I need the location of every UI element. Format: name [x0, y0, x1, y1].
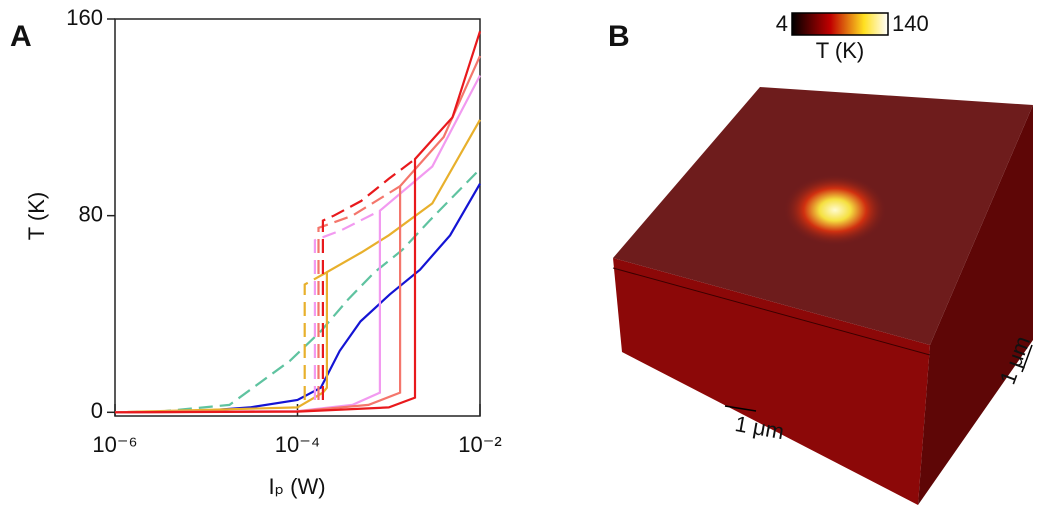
colorbar-title: T (K): [816, 38, 864, 63]
panel-label: B: [608, 20, 630, 53]
y-tick-label: 80: [79, 201, 103, 226]
series-line: [313, 209, 381, 400]
block-front: [613, 258, 930, 505]
scale-bar: [1021, 344, 1033, 373]
series-line: [317, 185, 401, 400]
hot-spot: [783, 174, 887, 246]
block-side: [918, 105, 1033, 505]
panel-b: B 4 140 T (K) 1 μm 1 μm: [608, 11, 1035, 505]
series-line: [114, 74, 481, 414]
series-line: [114, 183, 481, 414]
series-line: [321, 158, 416, 400]
plot-frame: [114, 18, 481, 417]
colorbar-min: 4: [776, 11, 788, 36]
colorbar-max: 140: [892, 11, 929, 36]
y-tick-label: 0: [91, 398, 103, 423]
scale-bar: [724, 405, 757, 412]
x-tick-label: 10⁻²: [458, 432, 501, 457]
series-line: [114, 119, 481, 414]
series-line: [114, 168, 481, 414]
y-tick-label: 160: [66, 5, 103, 30]
y-axis-label: T (K): [24, 192, 49, 240]
panel-label: A: [10, 20, 32, 53]
colorbar: [791, 12, 889, 36]
x-tick-label: 10⁻⁶: [92, 432, 137, 457]
x-axis-label: Iₚ (W): [268, 474, 325, 499]
series-line: [303, 271, 328, 400]
series-line: [114, 55, 482, 414]
layer-line: [612, 267, 931, 356]
series-line: [114, 30, 482, 414]
x-tick-label: 10⁻⁴: [275, 432, 321, 457]
